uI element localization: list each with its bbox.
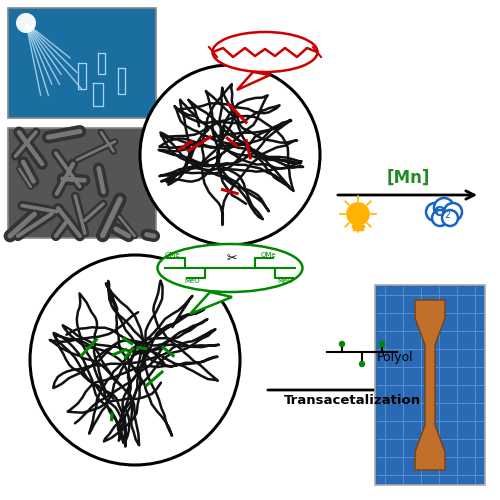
- Text: MeO: MeO: [277, 278, 293, 284]
- Polygon shape: [237, 72, 270, 90]
- Text: O$_2$: O$_2$: [434, 205, 452, 221]
- Circle shape: [360, 362, 364, 366]
- Ellipse shape: [212, 32, 318, 72]
- Circle shape: [140, 65, 320, 245]
- Circle shape: [432, 210, 448, 226]
- FancyBboxPatch shape: [8, 8, 156, 118]
- Text: MeO: MeO: [184, 278, 200, 284]
- Circle shape: [442, 210, 458, 226]
- FancyBboxPatch shape: [8, 128, 156, 238]
- Polygon shape: [415, 300, 445, 470]
- Text: [Mn]: [Mn]: [386, 169, 430, 187]
- Circle shape: [340, 342, 344, 346]
- Circle shape: [380, 342, 384, 346]
- Circle shape: [30, 255, 240, 465]
- Polygon shape: [190, 292, 232, 314]
- FancyBboxPatch shape: [375, 285, 485, 485]
- Text: ✂: ✂: [227, 252, 237, 264]
- Circle shape: [16, 13, 36, 33]
- Text: Transacetalization: Transacetalization: [284, 394, 420, 406]
- Circle shape: [426, 203, 444, 221]
- Text: Polyol: Polyol: [377, 350, 414, 364]
- Text: OMe: OMe: [260, 252, 276, 258]
- Text: OMe: OMe: [164, 252, 180, 258]
- Circle shape: [444, 203, 462, 221]
- Circle shape: [434, 198, 454, 218]
- Ellipse shape: [158, 244, 302, 292]
- Circle shape: [347, 203, 369, 225]
